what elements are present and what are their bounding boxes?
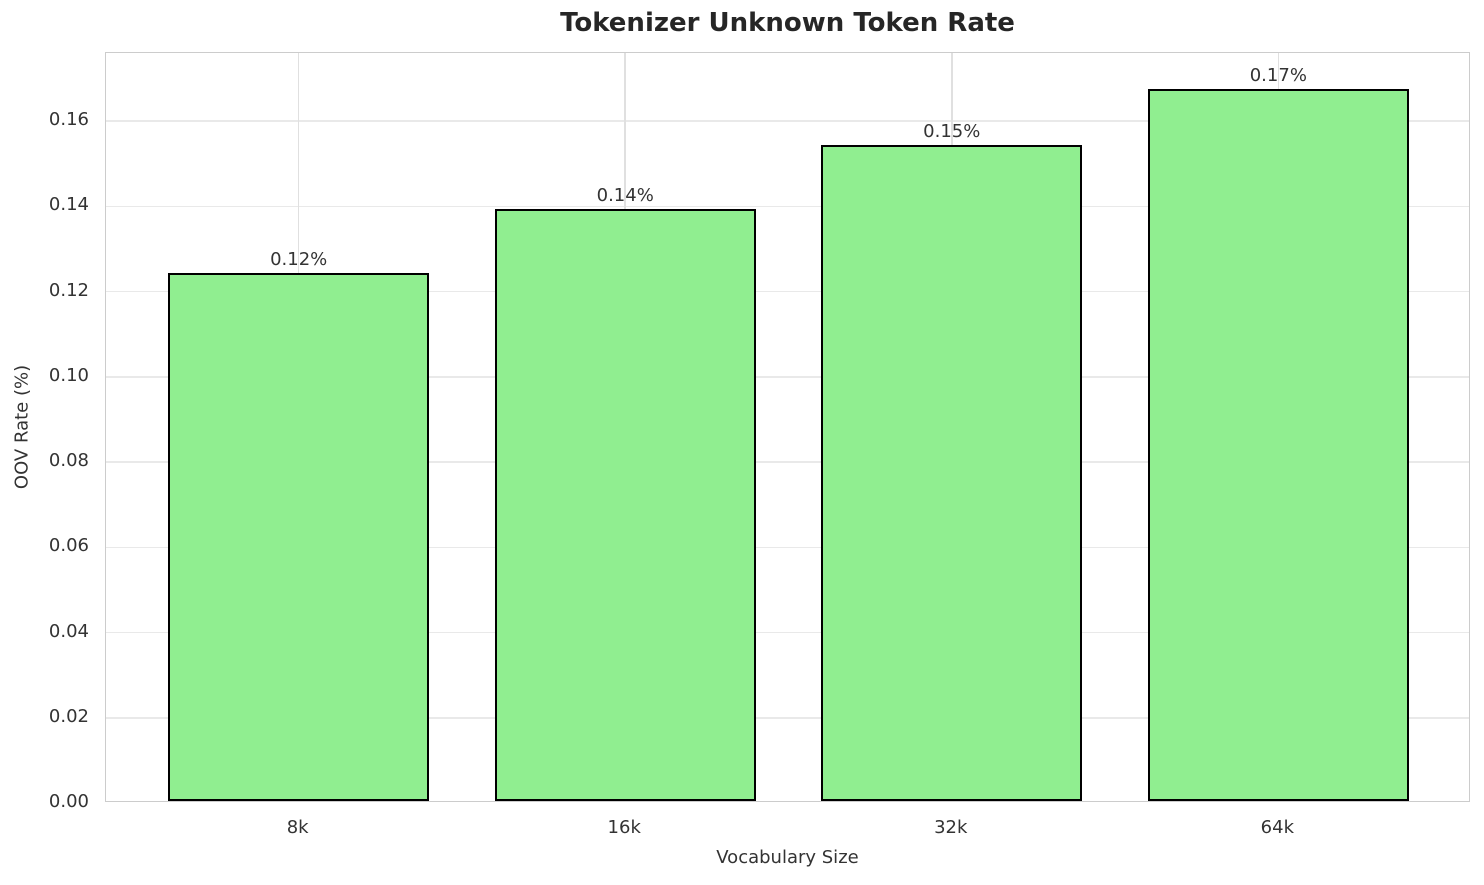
y-tick-label: 0.14 — [48, 194, 89, 216]
h-gridline — [106, 376, 1469, 378]
h-gridline — [106, 631, 1469, 634]
y-tick-label: 0.02 — [48, 705, 89, 727]
bar-16k — [494, 208, 756, 801]
chart-title: Tokenizer Unknown Token Rate — [560, 8, 1015, 38]
bar-value-label: 0.14% — [596, 184, 654, 206]
x-tick-label: 64k — [1260, 817, 1294, 838]
plot-area: 0.12% 0.14% 0.15% 0.17% — [105, 52, 1470, 802]
h-gridline — [106, 461, 1469, 463]
bar-value-label: 0.17% — [1249, 65, 1307, 87]
y-tick-label: 0.08 — [48, 450, 89, 472]
y-tick-label: 0.10 — [48, 364, 89, 386]
y-tick-label: 0.16 — [48, 109, 89, 131]
bar-value-label: 0.15% — [923, 120, 981, 142]
y-tick-label: 0.04 — [48, 620, 89, 642]
x-tick-label: 32k — [934, 817, 968, 838]
h-gridline — [106, 290, 1469, 293]
bar-8k — [168, 272, 430, 801]
bar-value-label: 0.12% — [270, 248, 328, 270]
h-gridline — [106, 205, 1469, 208]
y-tick-label: 0.06 — [48, 535, 89, 557]
y-tick-label: 0.00 — [48, 791, 89, 812]
h-gridline — [106, 717, 1469, 719]
y-tick-label: 0.12 — [48, 279, 89, 301]
bar-32k — [821, 144, 1083, 801]
h-gridline — [106, 120, 1469, 122]
x-axis-label: Vocabulary Size — [716, 847, 859, 868]
x-tick-label: 16k — [607, 817, 641, 838]
bar-64k — [1147, 89, 1409, 801]
x-tick-label: 8k — [286, 817, 309, 838]
h-gridline — [106, 546, 1469, 549]
